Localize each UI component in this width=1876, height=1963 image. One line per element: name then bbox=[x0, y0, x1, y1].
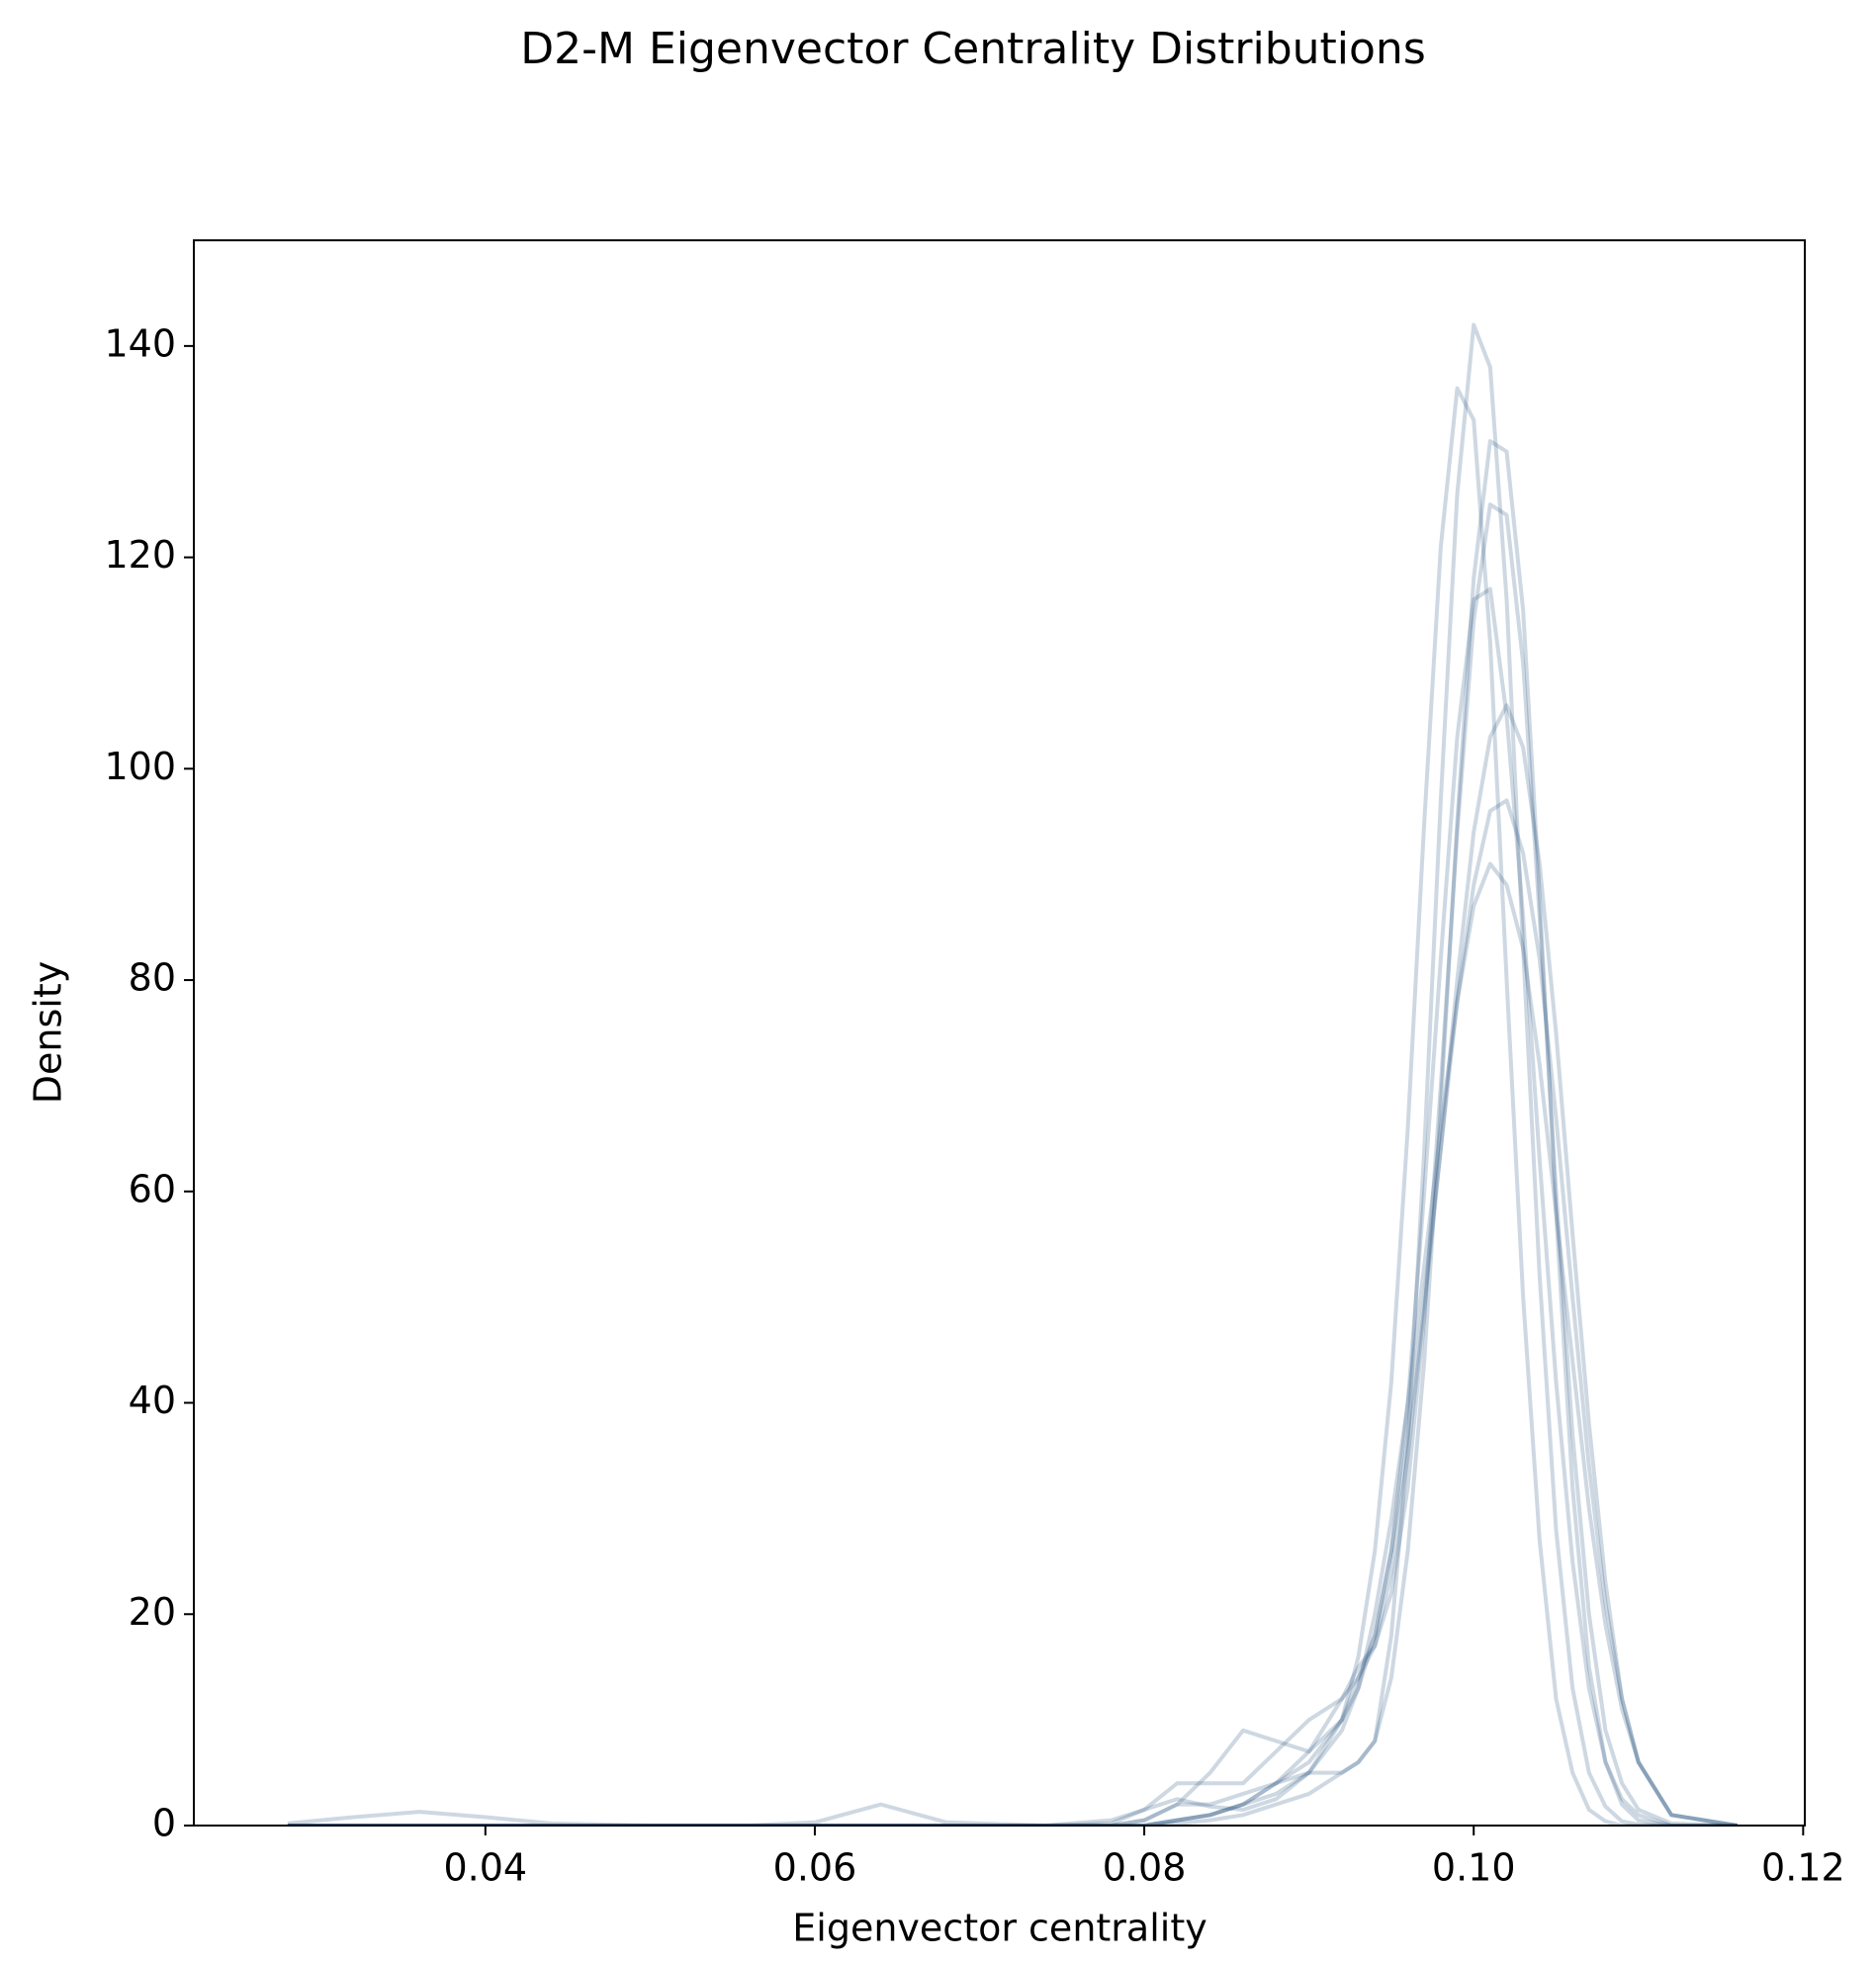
density-curve bbox=[287, 586, 1738, 1826]
y-tick-label: 60 bbox=[129, 1167, 176, 1210]
y-tick-label: 20 bbox=[129, 1590, 176, 1634]
density-curve bbox=[287, 502, 1738, 1826]
x-tick-label: 0.12 bbox=[1761, 1846, 1845, 1890]
y-tick-label: 100 bbox=[104, 745, 176, 788]
density-curve bbox=[287, 861, 1739, 1826]
x-tick-label: 0.10 bbox=[1432, 1846, 1516, 1890]
chart-title: D2-M Eigenvector Centrality Distribution… bbox=[520, 24, 1426, 74]
x-tick-label: 0.06 bbox=[773, 1846, 857, 1890]
y-axis-label: Density bbox=[27, 961, 70, 1104]
y-tick-label: 80 bbox=[129, 956, 176, 1000]
density-curve bbox=[287, 322, 1738, 1826]
density-curve bbox=[287, 703, 1739, 1826]
density-curve bbox=[287, 386, 1738, 1826]
plot-frame bbox=[193, 239, 1806, 1827]
density-curve bbox=[287, 798, 1739, 1826]
y-tick-label: 140 bbox=[104, 321, 176, 365]
density-curve bbox=[287, 439, 1738, 1826]
y-tick-label: 0 bbox=[152, 1802, 176, 1845]
y-tick-label: 40 bbox=[129, 1379, 176, 1422]
x-tick-label: 0.08 bbox=[1103, 1846, 1187, 1890]
x-tick-label: 0.04 bbox=[444, 1846, 528, 1890]
x-axis-label: Eigenvector centrality bbox=[792, 1907, 1206, 1950]
lines bbox=[287, 322, 1739, 1826]
y-tick-label: 120 bbox=[104, 533, 176, 577]
